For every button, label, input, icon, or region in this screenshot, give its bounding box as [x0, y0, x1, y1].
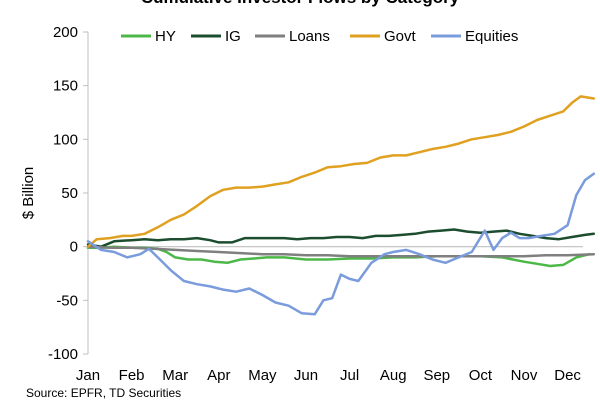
- x-tick-label: Apr: [207, 367, 230, 384]
- x-tick-label: Mar: [162, 367, 188, 384]
- source-note: Source: EPFR, TD Securities: [26, 386, 182, 400]
- legend-label-loans: Loans: [289, 28, 330, 45]
- x-tick-label: Jun: [294, 367, 318, 384]
- chart-title: Cumulative Investor Flows by Category: [0, 0, 600, 8]
- y-tick-label: 150: [53, 78, 78, 95]
- y-tick-label: -50: [56, 292, 78, 309]
- x-tick-label: Oct: [469, 367, 493, 384]
- legend-label-equities: Equities: [465, 28, 518, 45]
- x-tick-label: Dec: [554, 367, 581, 384]
- x-tick-label: Jan: [76, 367, 100, 384]
- x-tick-label: Sep: [423, 367, 450, 384]
- x-tick-label: Feb: [119, 367, 145, 384]
- legend-label-govt: Govt: [384, 28, 417, 45]
- series-line-govt: [86, 95, 596, 248]
- y-tick-label: 0: [70, 239, 78, 256]
- series-line-loans: [86, 245, 596, 258]
- y-tick-label: 50: [61, 185, 78, 202]
- y-tick-label: 100: [53, 131, 78, 148]
- legend-label-hy: HY: [155, 28, 176, 45]
- y-axis-label: $ Billion: [20, 167, 37, 220]
- legend-label-ig: IG: [225, 28, 241, 45]
- series-line-equities: [86, 172, 596, 316]
- y-tick-label: -100: [48, 346, 78, 363]
- y-tick-label: 200: [53, 24, 78, 41]
- x-tick-label: May: [248, 367, 277, 384]
- x-tick-label: Aug: [380, 367, 407, 384]
- x-tick-label: Nov: [511, 367, 538, 384]
- series-line-ig: [86, 228, 596, 248]
- x-tick-label: Jul: [340, 367, 359, 384]
